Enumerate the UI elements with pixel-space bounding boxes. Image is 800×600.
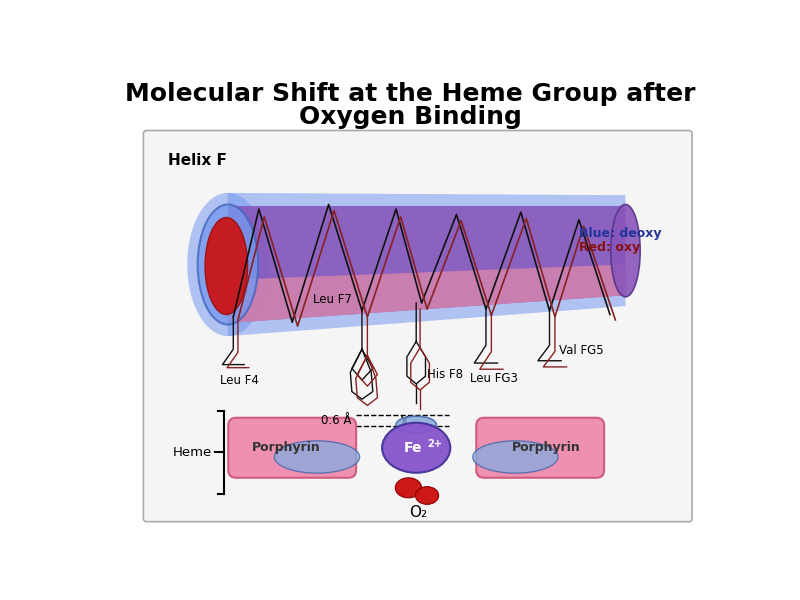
Ellipse shape bbox=[396, 416, 436, 433]
Ellipse shape bbox=[274, 441, 360, 473]
FancyBboxPatch shape bbox=[476, 418, 604, 478]
Text: Red: oxy: Red: oxy bbox=[579, 241, 640, 254]
Text: Blue: deoxy: Blue: deoxy bbox=[579, 227, 662, 240]
Ellipse shape bbox=[187, 193, 269, 336]
Text: Helix F: Helix F bbox=[168, 153, 227, 168]
Text: Fe: Fe bbox=[404, 441, 422, 455]
Text: His F8: His F8 bbox=[427, 368, 463, 381]
Ellipse shape bbox=[382, 423, 450, 473]
Text: Porphyrin: Porphyrin bbox=[512, 441, 581, 454]
Text: Val FG5: Val FG5 bbox=[558, 344, 603, 357]
Polygon shape bbox=[228, 193, 626, 336]
Polygon shape bbox=[228, 206, 626, 323]
FancyBboxPatch shape bbox=[228, 418, 356, 478]
Text: Leu F7: Leu F7 bbox=[313, 293, 352, 305]
Text: Heme: Heme bbox=[172, 446, 211, 459]
Ellipse shape bbox=[415, 487, 438, 505]
FancyBboxPatch shape bbox=[143, 131, 692, 521]
Ellipse shape bbox=[395, 478, 422, 498]
Text: Porphyrin: Porphyrin bbox=[252, 441, 320, 454]
Text: 0.6 Å: 0.6 Å bbox=[321, 415, 351, 427]
Text: Leu FG3: Leu FG3 bbox=[470, 372, 518, 385]
Ellipse shape bbox=[198, 205, 258, 325]
Text: Oxygen Binding: Oxygen Binding bbox=[298, 104, 522, 128]
Ellipse shape bbox=[610, 205, 640, 297]
Polygon shape bbox=[228, 265, 626, 323]
Text: Molecular Shift at the Heme Group after: Molecular Shift at the Heme Group after bbox=[125, 82, 695, 106]
Text: O₂: O₂ bbox=[409, 505, 427, 520]
Ellipse shape bbox=[205, 218, 248, 314]
Text: Leu F4: Leu F4 bbox=[220, 374, 259, 387]
Ellipse shape bbox=[473, 441, 558, 473]
Text: 2+: 2+ bbox=[427, 439, 442, 449]
